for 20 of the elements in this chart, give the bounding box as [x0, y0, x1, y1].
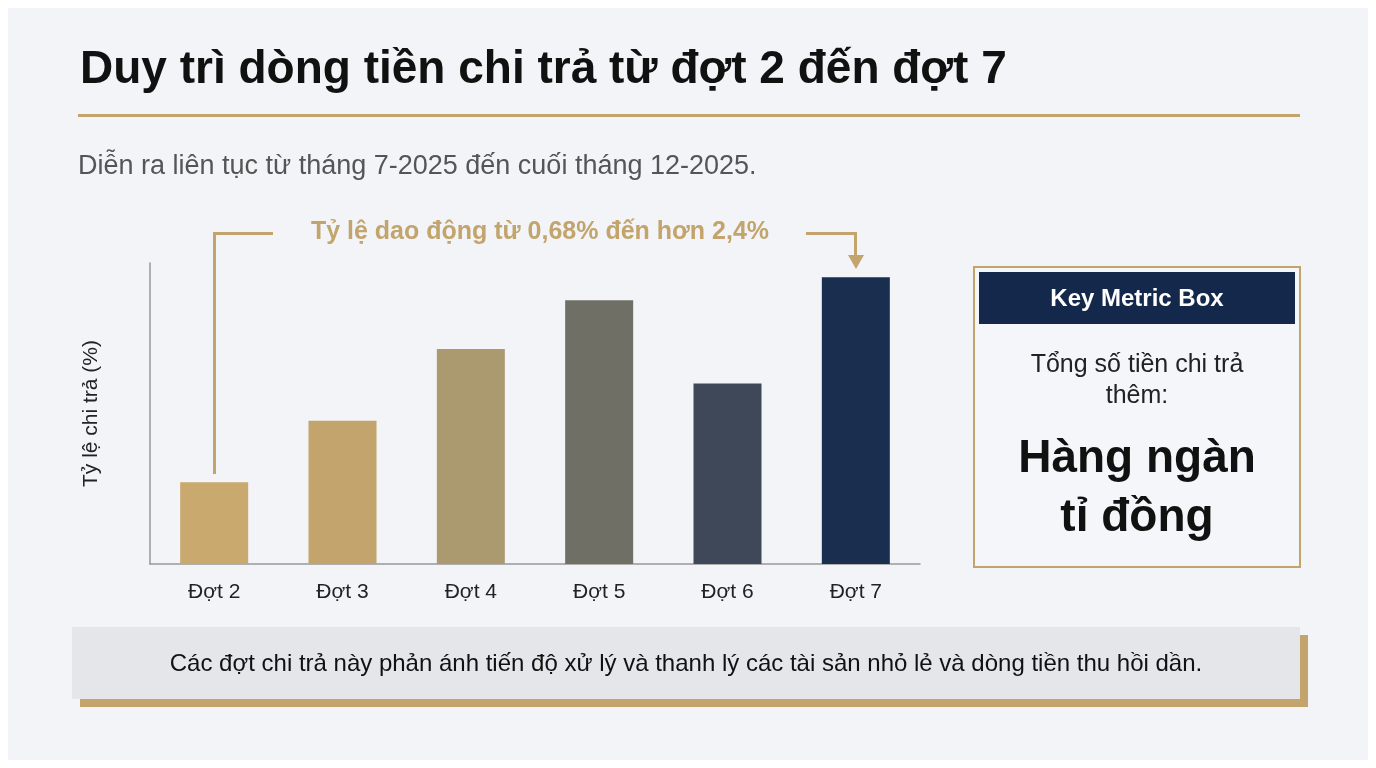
x-tick-label: Đợt 4: [444, 579, 498, 602]
chart-subtitle: Diễn ra liên tục từ tháng 7-2025 đến cuối tháng 12-2025.: [78, 150, 757, 181]
bar: [436, 349, 505, 564]
bar: [821, 277, 890, 564]
x-tick-label: Đợt 5: [573, 579, 626, 602]
text: Hàng ngàn tỉ đồng: [1017, 428, 1257, 544]
bar: [180, 482, 249, 564]
bar: [565, 300, 634, 564]
bar: [308, 420, 377, 564]
x-tick-label: Đợt 2: [188, 579, 241, 602]
text: Các đợt chi trả này phản ánh tiến độ xử lý và thanh lý các tài sản nhỏ lẻ và dòng tiền thu hồi dần.: [72, 627, 1300, 699]
x-tick-label: Đợt 7: [829, 579, 882, 602]
text: Key Metric Box: [979, 272, 1295, 324]
y-axis-title: Tỷ lệ chi trả (%): [78, 339, 101, 488]
text: Tỷ lệ dao động từ 0,68% đến hơn 2,4%: [309, 216, 771, 246]
x-tick-label: Đợt 6: [701, 579, 754, 602]
bar: [693, 383, 762, 564]
text: Tổng số tiền chi trả thêm:: [1029, 348, 1245, 411]
chart-title: Duy trì dòng tiền chi trả từ đợt 2 đến đợt 7: [80, 40, 1007, 94]
x-tick-label: Đợt 3: [316, 579, 369, 602]
